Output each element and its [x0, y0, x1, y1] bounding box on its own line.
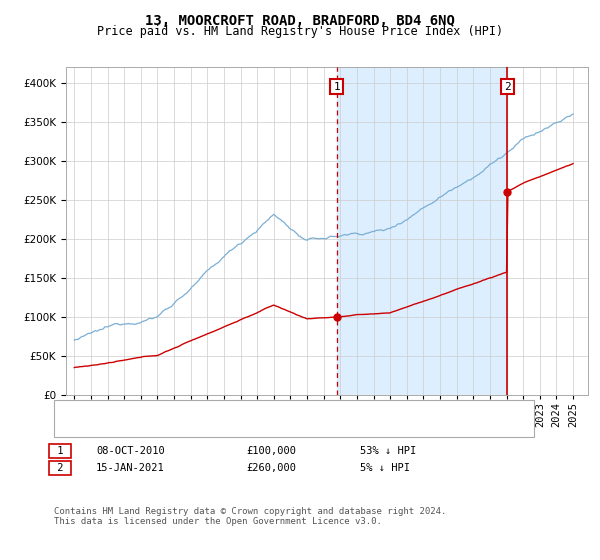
- Text: 13, MOORCROFT ROAD, BRADFORD, BD4 6NQ: 13, MOORCROFT ROAD, BRADFORD, BD4 6NQ: [145, 14, 455, 28]
- Text: Contains HM Land Registry data © Crown copyright and database right 2024.
This d: Contains HM Land Registry data © Crown c…: [54, 507, 446, 526]
- Text: 15-JAN-2021: 15-JAN-2021: [96, 463, 165, 473]
- Bar: [337, 67, 508, 395]
- Text: £100,000: £100,000: [246, 446, 296, 456]
- Text: 1: 1: [50, 446, 70, 456]
- Text: £260,000: £260,000: [246, 463, 296, 473]
- Text: 1: 1: [333, 82, 340, 92]
- Text: 2: 2: [50, 463, 70, 473]
- Text: ——: ——: [66, 399, 81, 413]
- Text: 2: 2: [504, 82, 511, 92]
- Text: 53% ↓ HPI: 53% ↓ HPI: [360, 446, 416, 456]
- Text: 5% ↓ HPI: 5% ↓ HPI: [360, 463, 410, 473]
- Text: HPI: Average price, detached house, Bradford: HPI: Average price, detached house, Brad…: [99, 423, 363, 433]
- Text: ——: ——: [66, 422, 81, 435]
- Text: 08-OCT-2010: 08-OCT-2010: [96, 446, 165, 456]
- Text: Price paid vs. HM Land Registry's House Price Index (HPI): Price paid vs. HM Land Registry's House …: [97, 25, 503, 38]
- Text: 13, MOORCROFT ROAD, BRADFORD, BD4 6NQ (detached house): 13, MOORCROFT ROAD, BRADFORD, BD4 6NQ (d…: [99, 401, 423, 411]
